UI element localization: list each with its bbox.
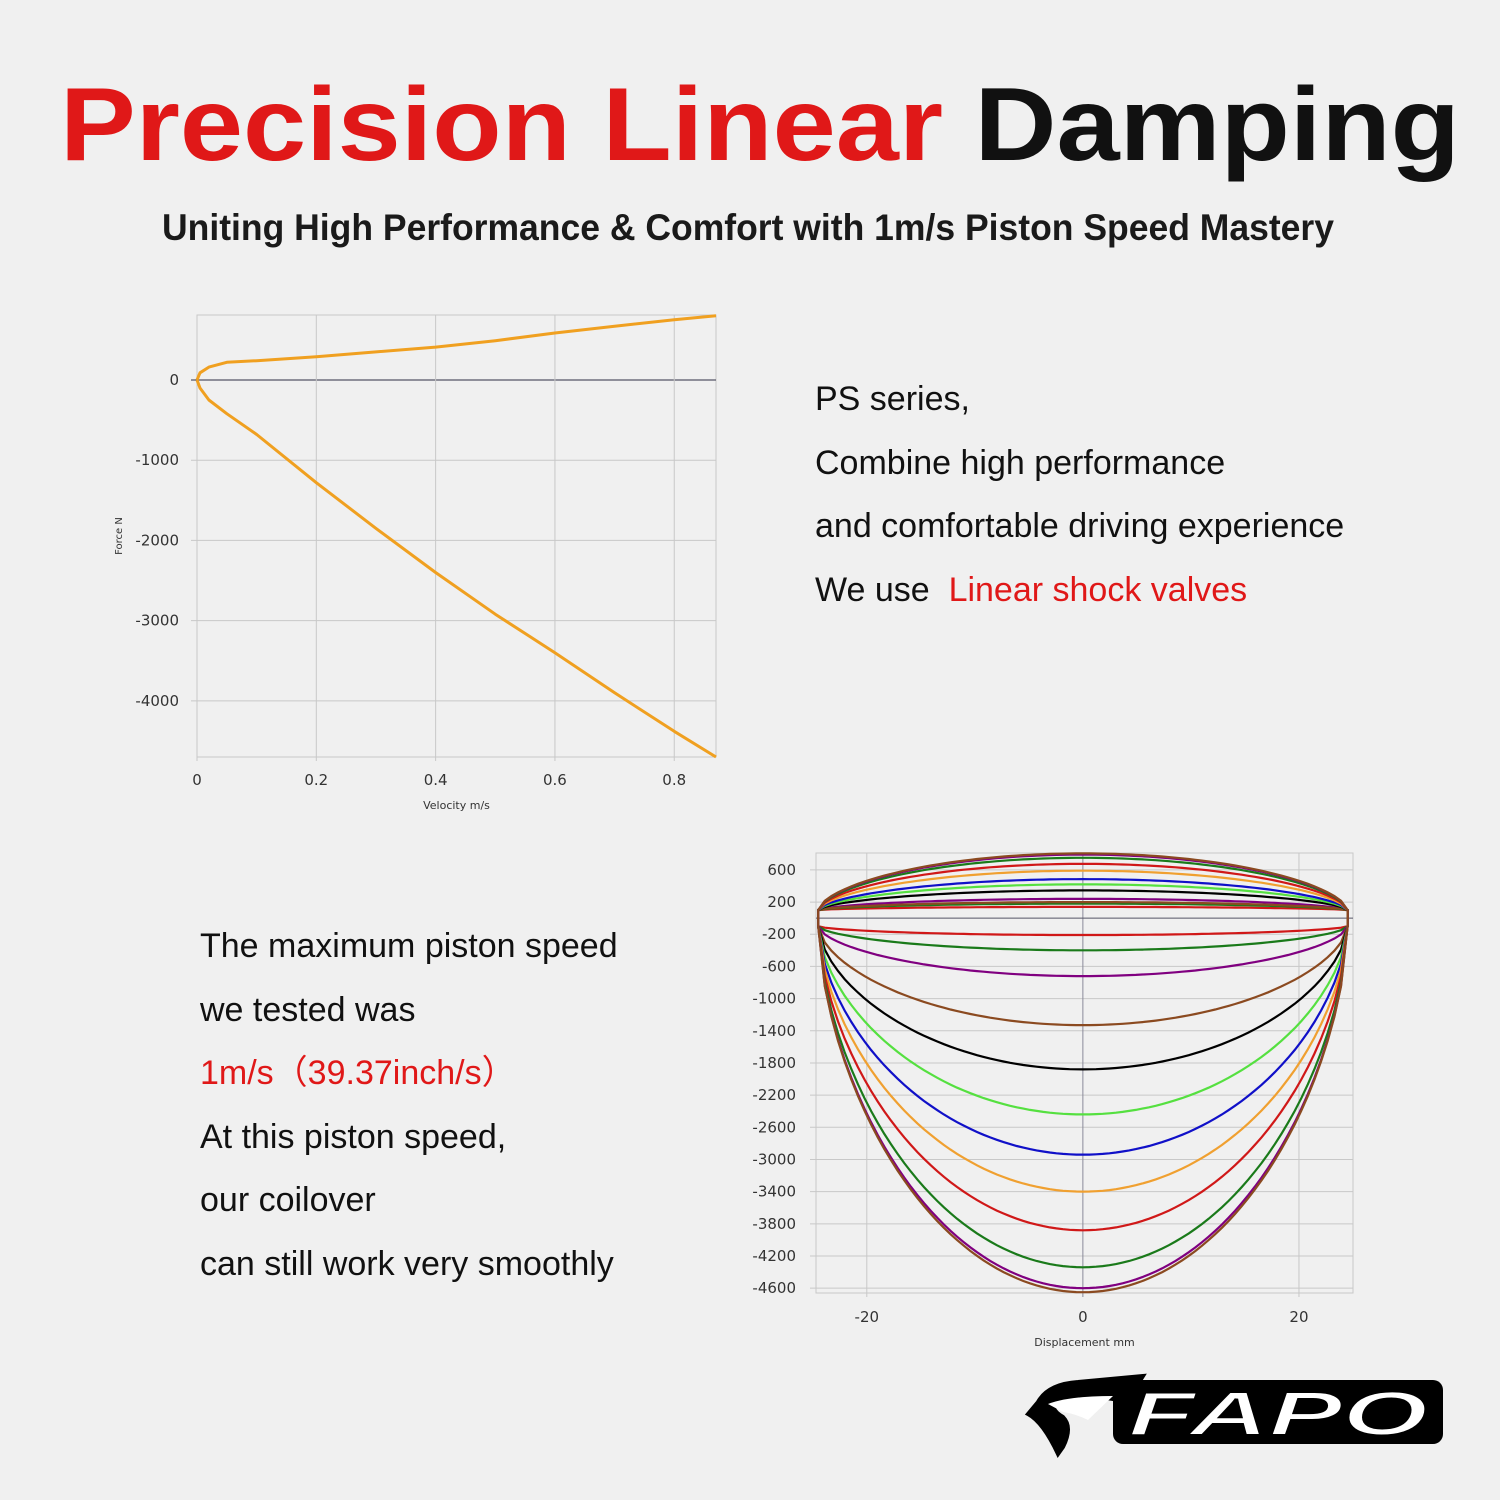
copy-prefix: We use: [815, 570, 930, 609]
y-tick-label: -2600: [752, 1118, 796, 1136]
y-tick-label: -3400: [752, 1183, 796, 1201]
y-tick-label: -2000: [135, 531, 179, 549]
damping-loop-12: [817, 852, 1349, 1294]
x-tick-label: -20: [855, 1308, 880, 1326]
copy-line: PS series,: [815, 380, 970, 418]
compression-curve: [195, 379, 717, 759]
right-copy: PS series, Combine high performance and …: [815, 368, 1344, 622]
x-tick-label: 20: [1289, 1308, 1308, 1326]
copy-line: our coilover: [200, 1181, 376, 1219]
y-tick-label: 0: [169, 371, 179, 389]
page-title: Precision Linear Damping: [60, 67, 1460, 183]
y-tick-label: -1000: [752, 990, 796, 1008]
y-tick-label: -4600: [752, 1279, 796, 1297]
fapo-logo: FAPO: [1024, 1373, 1443, 1458]
copy-line: can still work very smoothly: [200, 1244, 614, 1283]
y-tick-label: -1000: [135, 451, 179, 469]
y-tick-label: -1400: [752, 1022, 796, 1040]
x-tick-label: 0: [192, 771, 202, 789]
copy-line: and comfortable driving experience: [815, 507, 1345, 545]
copy-highlight: 1m/s（39.37inch/s）: [200, 1054, 516, 1092]
x-tick-label: 0.4: [424, 771, 448, 789]
copy-line: Combine high performance: [815, 443, 1226, 482]
y-tick-label: -3000: [752, 1150, 796, 1168]
y-tick-label: -600: [762, 957, 796, 975]
copy-highlight: Linear shock valves: [948, 570, 1248, 609]
copy-line: The maximum piston speed: [200, 927, 618, 965]
plot-area: [815, 852, 1354, 1294]
eagle-eye-icon: [1048, 1396, 1113, 1420]
y-tick-label: -200: [762, 925, 796, 943]
copy-line: we tested was: [200, 990, 416, 1029]
x-tick-label: 0.8: [662, 771, 686, 789]
y-tick-label: -2200: [752, 1086, 796, 1104]
y-axis-title: Force N: [114, 517, 125, 555]
copy-line: We use Linear shock valves: [815, 559, 1344, 623]
x-axis-title: Velocity m/s: [423, 799, 490, 812]
force-velocity-chart: 0 -1000 -2000 -3000 -4000 0 0.2 0.4 0.6 0.8 Veloci…: [114, 314, 717, 812]
plot-area: [196, 314, 717, 758]
y-tick-label: -4200: [752, 1247, 796, 1265]
title-black: Damping: [975, 67, 1460, 183]
logo-text: FAPO: [1128, 1380, 1428, 1449]
y-tick-label: 200: [767, 893, 796, 911]
x-tick-label: 0: [1078, 1308, 1088, 1326]
left-copy: The maximum piston speed we tested was 1…: [200, 915, 618, 1296]
x-tick-label: 0.2: [304, 771, 328, 789]
y-tick-label: -3800: [752, 1215, 796, 1233]
x-axis-title: Displacement mm: [1034, 1336, 1135, 1349]
y-tick-label: -4000: [135, 692, 179, 710]
copy-line: At this piston speed,: [200, 1117, 507, 1156]
header: Precision Linear Damping Uniting High Pe…: [60, 67, 1460, 248]
title-red: Precision Linear: [60, 67, 943, 183]
force-displacement-chart: 600200-200-600-1000-1400-1800-2200-2600-…: [752, 852, 1354, 1349]
rebound-curve: [195, 314, 717, 381]
y-tick-label: -1800: [752, 1054, 796, 1072]
subtitle: Uniting High Performance & Comfort with …: [162, 207, 1334, 248]
x-tick-label: 0.6: [543, 771, 567, 789]
y-tick-label: 600: [767, 861, 796, 879]
y-tick-label: -3000: [135, 612, 179, 630]
logo-plate: [1113, 1380, 1443, 1444]
